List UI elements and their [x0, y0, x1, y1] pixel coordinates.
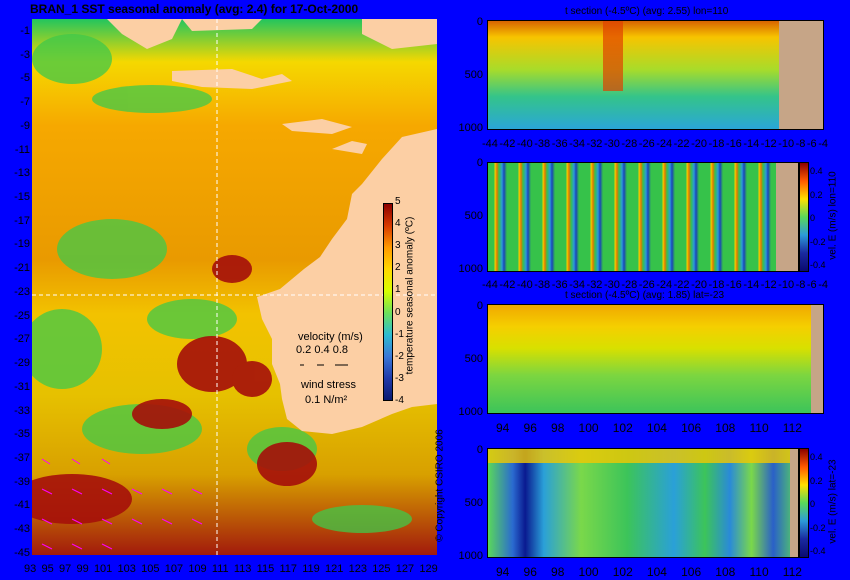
panel2-y-ticks: 0 500 1000	[458, 157, 483, 275]
panel1-warm-plume	[603, 21, 623, 91]
wind-stress-scale: 0.1 N/m²	[305, 394, 348, 406]
panel3-land	[811, 305, 823, 413]
map-title: BRAN_1 SST seasonal anomaly (avg: 2.4) f…	[30, 2, 359, 16]
panel4-land	[790, 449, 798, 557]
cool-anomaly-patches	[32, 34, 412, 533]
panel4-colorbar-ticks: 0.4 0.2 0 -0.2 -0.4	[810, 452, 826, 556]
wind-stress-label: wind stress	[301, 379, 357, 391]
panel2-colorbar	[799, 162, 809, 272]
sst-colorbar-label: temperature seasonal anomaly (ºC)	[404, 216, 416, 375]
panel3-x-ticks: 94 96 98 100 102 104 106 108 110 112	[496, 421, 802, 435]
panel2-colorbar-label: vel. E (m/s) lon=110	[827, 171, 839, 260]
map-x-axis-ticks: 93 95 97 99 101 103 105 107 109 111 113 115 117 119 12…	[24, 563, 438, 575]
sst-colorbar	[383, 203, 393, 401]
sst-colorbar-ticks: 5 4 3 2 1 0 -1 -2 -3 -4	[395, 196, 404, 406]
warm-anomaly-eddies	[32, 255, 317, 524]
panel4-colorbar-label: vel. E (m/s) lat=-23	[827, 459, 839, 544]
panel1-title: t section (-4.5ºC) (avg: 2.55) lon=110	[565, 6, 729, 17]
panel2-colorbar-ticks: 0.4 0.2 0 -0.2 -0.4	[810, 166, 826, 270]
panel1-land	[779, 21, 823, 129]
panel1-temperature-section	[487, 20, 824, 130]
section-lines	[32, 19, 437, 555]
map-y-axis-ticks: -1 -3 -5 -7 -9 -11 -13 -15 -17 -19 -21 -23 -25 -27 -29…	[14, 25, 30, 559]
panel4-y-ticks: 0 500 1000	[458, 444, 483, 562]
velocity-scale: 0.2 0.4 0.8	[296, 344, 348, 356]
panel3-temperature-section	[487, 304, 824, 414]
panel4-colorbar	[799, 448, 809, 558]
panel3-y-ticks: 0 500 1000	[458, 300, 483, 418]
panel2-velocity-section	[487, 162, 799, 272]
panel2-land	[776, 163, 798, 271]
panel3-title: t section (-4.5ºC) (avg: 1.85) lat=-23	[565, 290, 724, 301]
velocity-label: velocity (m/s)	[298, 331, 363, 343]
panel4-x-ticks: 94 96 98 100 102 104 106 108 110 112	[496, 565, 802, 579]
sst-map-svg	[32, 19, 437, 555]
panel4-surface-band	[488, 449, 798, 463]
panel1-x-ticks: -44 -42 -40 -38 -36 -34 -32 -30 -28 -26 -24 -22 -20-…	[482, 138, 828, 150]
panel1-y-ticks: 0 500 1000	[458, 16, 483, 134]
wind-stress-arrows	[41, 458, 203, 550]
panel4-velocity-section	[487, 448, 799, 558]
panel2-x-ticks: -44 -42 -40 -38 -36 -34 -32 -30 -28 -26 -24 -22 -20-…	[482, 279, 828, 291]
copyright-notice: © Copyright CSIRO 2006	[434, 429, 446, 542]
sst-map	[32, 19, 437, 555]
